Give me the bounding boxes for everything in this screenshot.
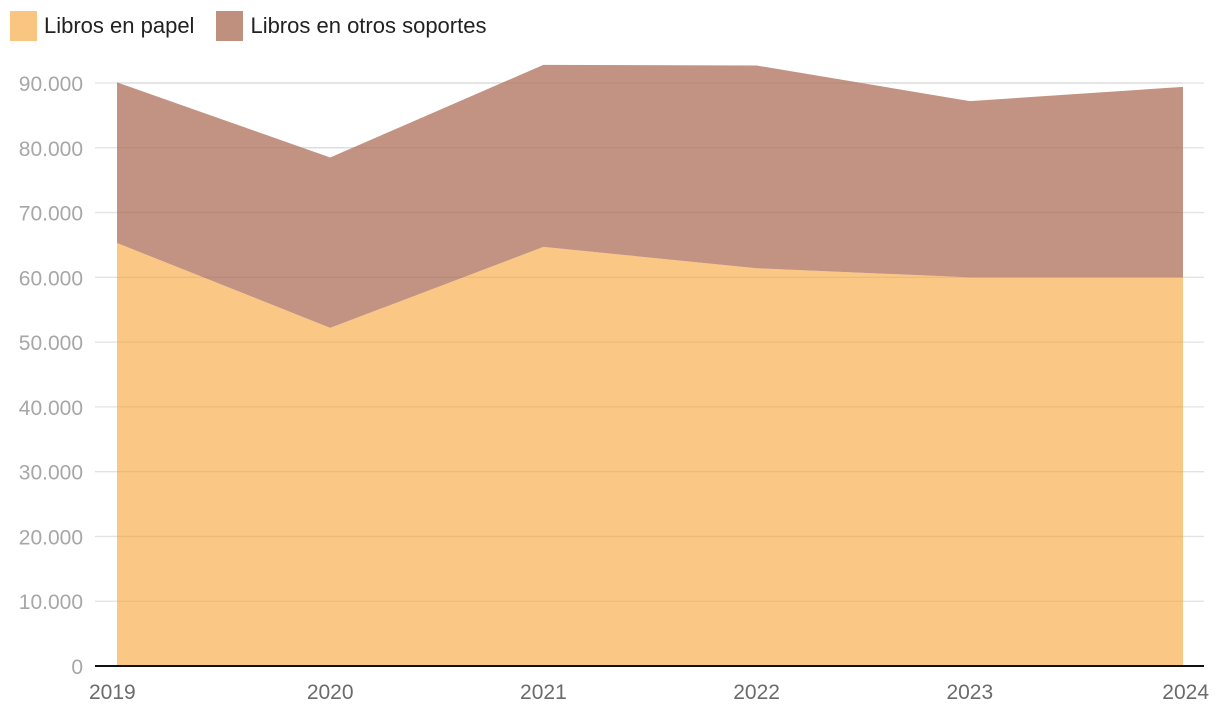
y-tick-label-30000: 30.000 [19, 462, 83, 485]
legend-label-libros-en-papel: Libros en papel [44, 13, 195, 38]
legend-item-libros-en-otros-soportes: Libros en otros soportes [216, 11, 486, 41]
x-tick-label-2022: 2022 [733, 681, 780, 704]
y-tick-label-50000: 50.000 [19, 332, 83, 355]
area-libros-en-papel [117, 243, 1183, 667]
y-tick-label-0: 0 [71, 656, 83, 679]
x-tick-label-2020: 2020 [307, 681, 354, 704]
legend-swatch-libros-en-papel [10, 11, 37, 41]
x-tick-label-2021: 2021 [520, 681, 567, 704]
x-tick-label-2019: 2019 [89, 681, 136, 704]
y-tick-label-90000: 90.000 [19, 73, 83, 96]
legend-label-libros-en-otros-soportes: Libros en otros soportes [250, 13, 487, 38]
chart-legend: Libros en papel Libros en otros soportes [10, 10, 486, 42]
area-libros-en-otros-soportes [117, 64, 1183, 328]
y-tick-label-40000: 40.000 [19, 397, 83, 420]
legend-item-libros-en-papel: Libros en papel [10, 11, 194, 41]
y-tick-label-10000: 10.000 [19, 591, 83, 614]
y-tick-label-70000: 70.000 [19, 203, 83, 226]
legend-swatch-libros-en-otros-soportes [216, 11, 244, 41]
area-series [117, 64, 1183, 667]
y-tick-label-80000: 80.000 [19, 138, 83, 161]
x-tick-label-2024: 2024 [1162, 681, 1209, 704]
axes: 0 10.000 20.000 30.000 40.000 50.000 60.000 70.… [19, 73, 1210, 704]
y-tick-label-60000: 60.000 [19, 267, 83, 290]
y-tick-label-20000: 20.000 [19, 526, 83, 549]
x-tick-label-2023: 2023 [946, 681, 993, 704]
